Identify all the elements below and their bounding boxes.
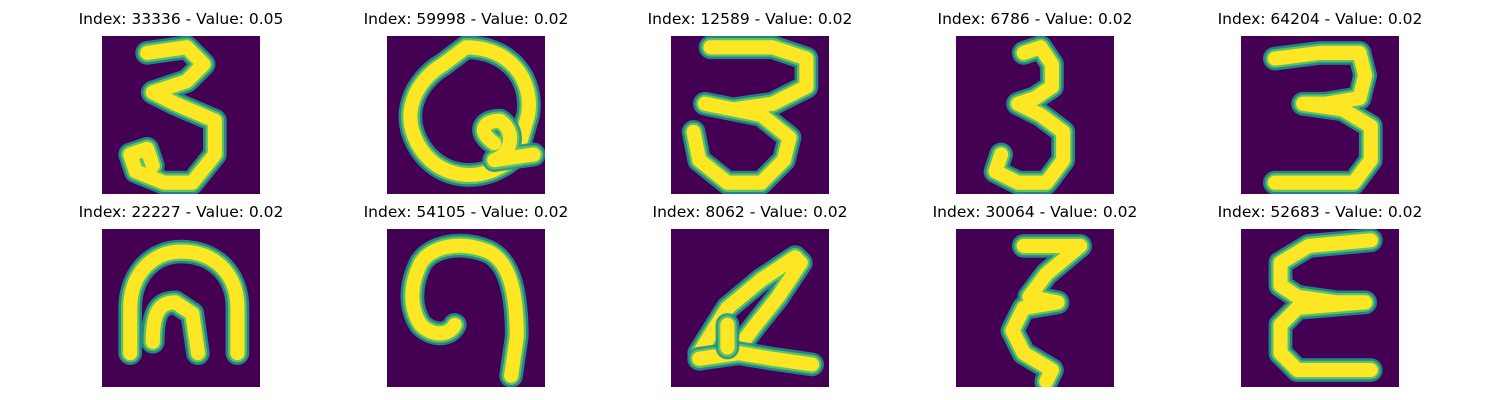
digit-glyph-three-b (671, 36, 829, 194)
index-prefix: Index: (1217, 203, 1271, 221)
value-number: 0.02 (1387, 203, 1423, 221)
digit-image (671, 36, 829, 194)
value-number: 0.02 (533, 10, 569, 28)
digit-image (102, 229, 260, 387)
index-prefix: Index: (78, 203, 132, 221)
core-stroke (692, 346, 820, 372)
value-prefix: Value: (1335, 10, 1388, 28)
digit-glyph-blob-n (102, 229, 260, 387)
digit-glyph-hook (387, 229, 545, 387)
index-value: 12589 (700, 10, 750, 28)
index-prefix: Index: (937, 10, 991, 28)
index-prefix: Index: (647, 10, 701, 28)
index-value: 22227 (131, 203, 181, 221)
digit-image (387, 229, 545, 387)
separator: - (180, 10, 197, 28)
core-stroke (403, 40, 536, 183)
value-prefix: Value: (765, 10, 818, 28)
core-stroke (145, 295, 205, 361)
digit-image (387, 36, 545, 194)
value-number: 0.02 (1387, 10, 1423, 28)
core-stroke (123, 40, 222, 190)
core-stroke (405, 238, 524, 383)
digit-image (102, 36, 260, 194)
index-value: 64204 (1270, 10, 1320, 28)
panel-title: Index: 54105 - Value: 0.02 (364, 203, 569, 221)
value-prefix: Value: (1335, 203, 1388, 221)
panel-title: Index: 33336 - Value: 0.05 (79, 10, 284, 28)
core-stroke (1273, 233, 1378, 378)
separator: - (1319, 10, 1336, 28)
digit-glyph-epsilon (1241, 229, 1399, 387)
value-number: 0.02 (1102, 203, 1138, 221)
index-prefix: Index: (363, 10, 417, 28)
index-prefix: Index: (78, 10, 132, 28)
digit-glyph-zeta (956, 229, 1114, 387)
value-number: 0.02 (248, 203, 284, 221)
index-value: 59998 (416, 10, 466, 28)
digit-glyph-three-c (956, 36, 1114, 194)
value-number: 0.02 (812, 203, 848, 221)
core-stroke (686, 40, 814, 190)
separator: - (180, 203, 197, 221)
index-value: 33336 (131, 10, 181, 28)
index-prefix: Index: (363, 203, 417, 221)
digit-image (956, 229, 1114, 387)
separator: - (465, 10, 482, 28)
digit-image (956, 36, 1114, 194)
value-number: 0.02 (1097, 10, 1133, 28)
digit-glyph-slant-a (671, 229, 829, 387)
separator: - (744, 203, 761, 221)
panel-title: Index: 8062 - Value: 0.02 (653, 203, 848, 221)
value-prefix: Value: (760, 203, 813, 221)
index-prefix: Index: (652, 203, 706, 221)
value-prefix: Value: (1045, 10, 1098, 28)
separator: - (1034, 203, 1051, 221)
core-stroke (123, 244, 245, 361)
value-prefix: Value: (1050, 203, 1103, 221)
separator: - (749, 10, 766, 28)
separator: - (1319, 203, 1336, 221)
core-stroke (692, 250, 808, 361)
panel-title: Index: 64204 - Value: 0.02 (1218, 10, 1423, 28)
value-prefix: Value: (196, 10, 249, 28)
separator: - (465, 203, 482, 221)
index-value: 52683 (1270, 203, 1320, 221)
value-prefix: Value: (481, 203, 534, 221)
index-prefix: Index: (1217, 10, 1271, 28)
index-value: 30064 (985, 203, 1035, 221)
separator: - (1029, 10, 1046, 28)
digit-glyph-three-a (102, 36, 260, 194)
index-prefix: Index: (932, 203, 986, 221)
value-number: 0.05 (248, 10, 284, 28)
digit-image (1241, 36, 1399, 194)
panel-title: Index: 12589 - Value: 0.02 (648, 10, 853, 28)
core-stroke (1005, 238, 1088, 387)
core-stroke (477, 113, 541, 168)
index-value: 54105 (416, 203, 466, 221)
digit-glyph-loop-q (387, 36, 545, 194)
index-value: 6786 (990, 10, 1030, 28)
panel-title: Index: 59998 - Value: 0.02 (364, 10, 569, 28)
core-stroke (988, 40, 1071, 190)
panel-title: Index: 6786 - Value: 0.02 (938, 10, 1133, 28)
core-stroke (1267, 45, 1378, 190)
value-prefix: Value: (481, 10, 534, 28)
panel-title: Index: 52683 - Value: 0.02 (1218, 203, 1423, 221)
value-prefix: Value: (196, 203, 249, 221)
panel-title: Index: 30064 - Value: 0.02 (933, 203, 1138, 221)
index-value: 8062 (705, 203, 745, 221)
digit-glyph-three-d (1241, 36, 1399, 194)
panel-title: Index: 22227 - Value: 0.02 (79, 203, 284, 221)
value-number: 0.02 (533, 203, 569, 221)
digit-image (671, 229, 829, 387)
value-number: 0.02 (817, 10, 853, 28)
digit-image (1241, 229, 1399, 387)
